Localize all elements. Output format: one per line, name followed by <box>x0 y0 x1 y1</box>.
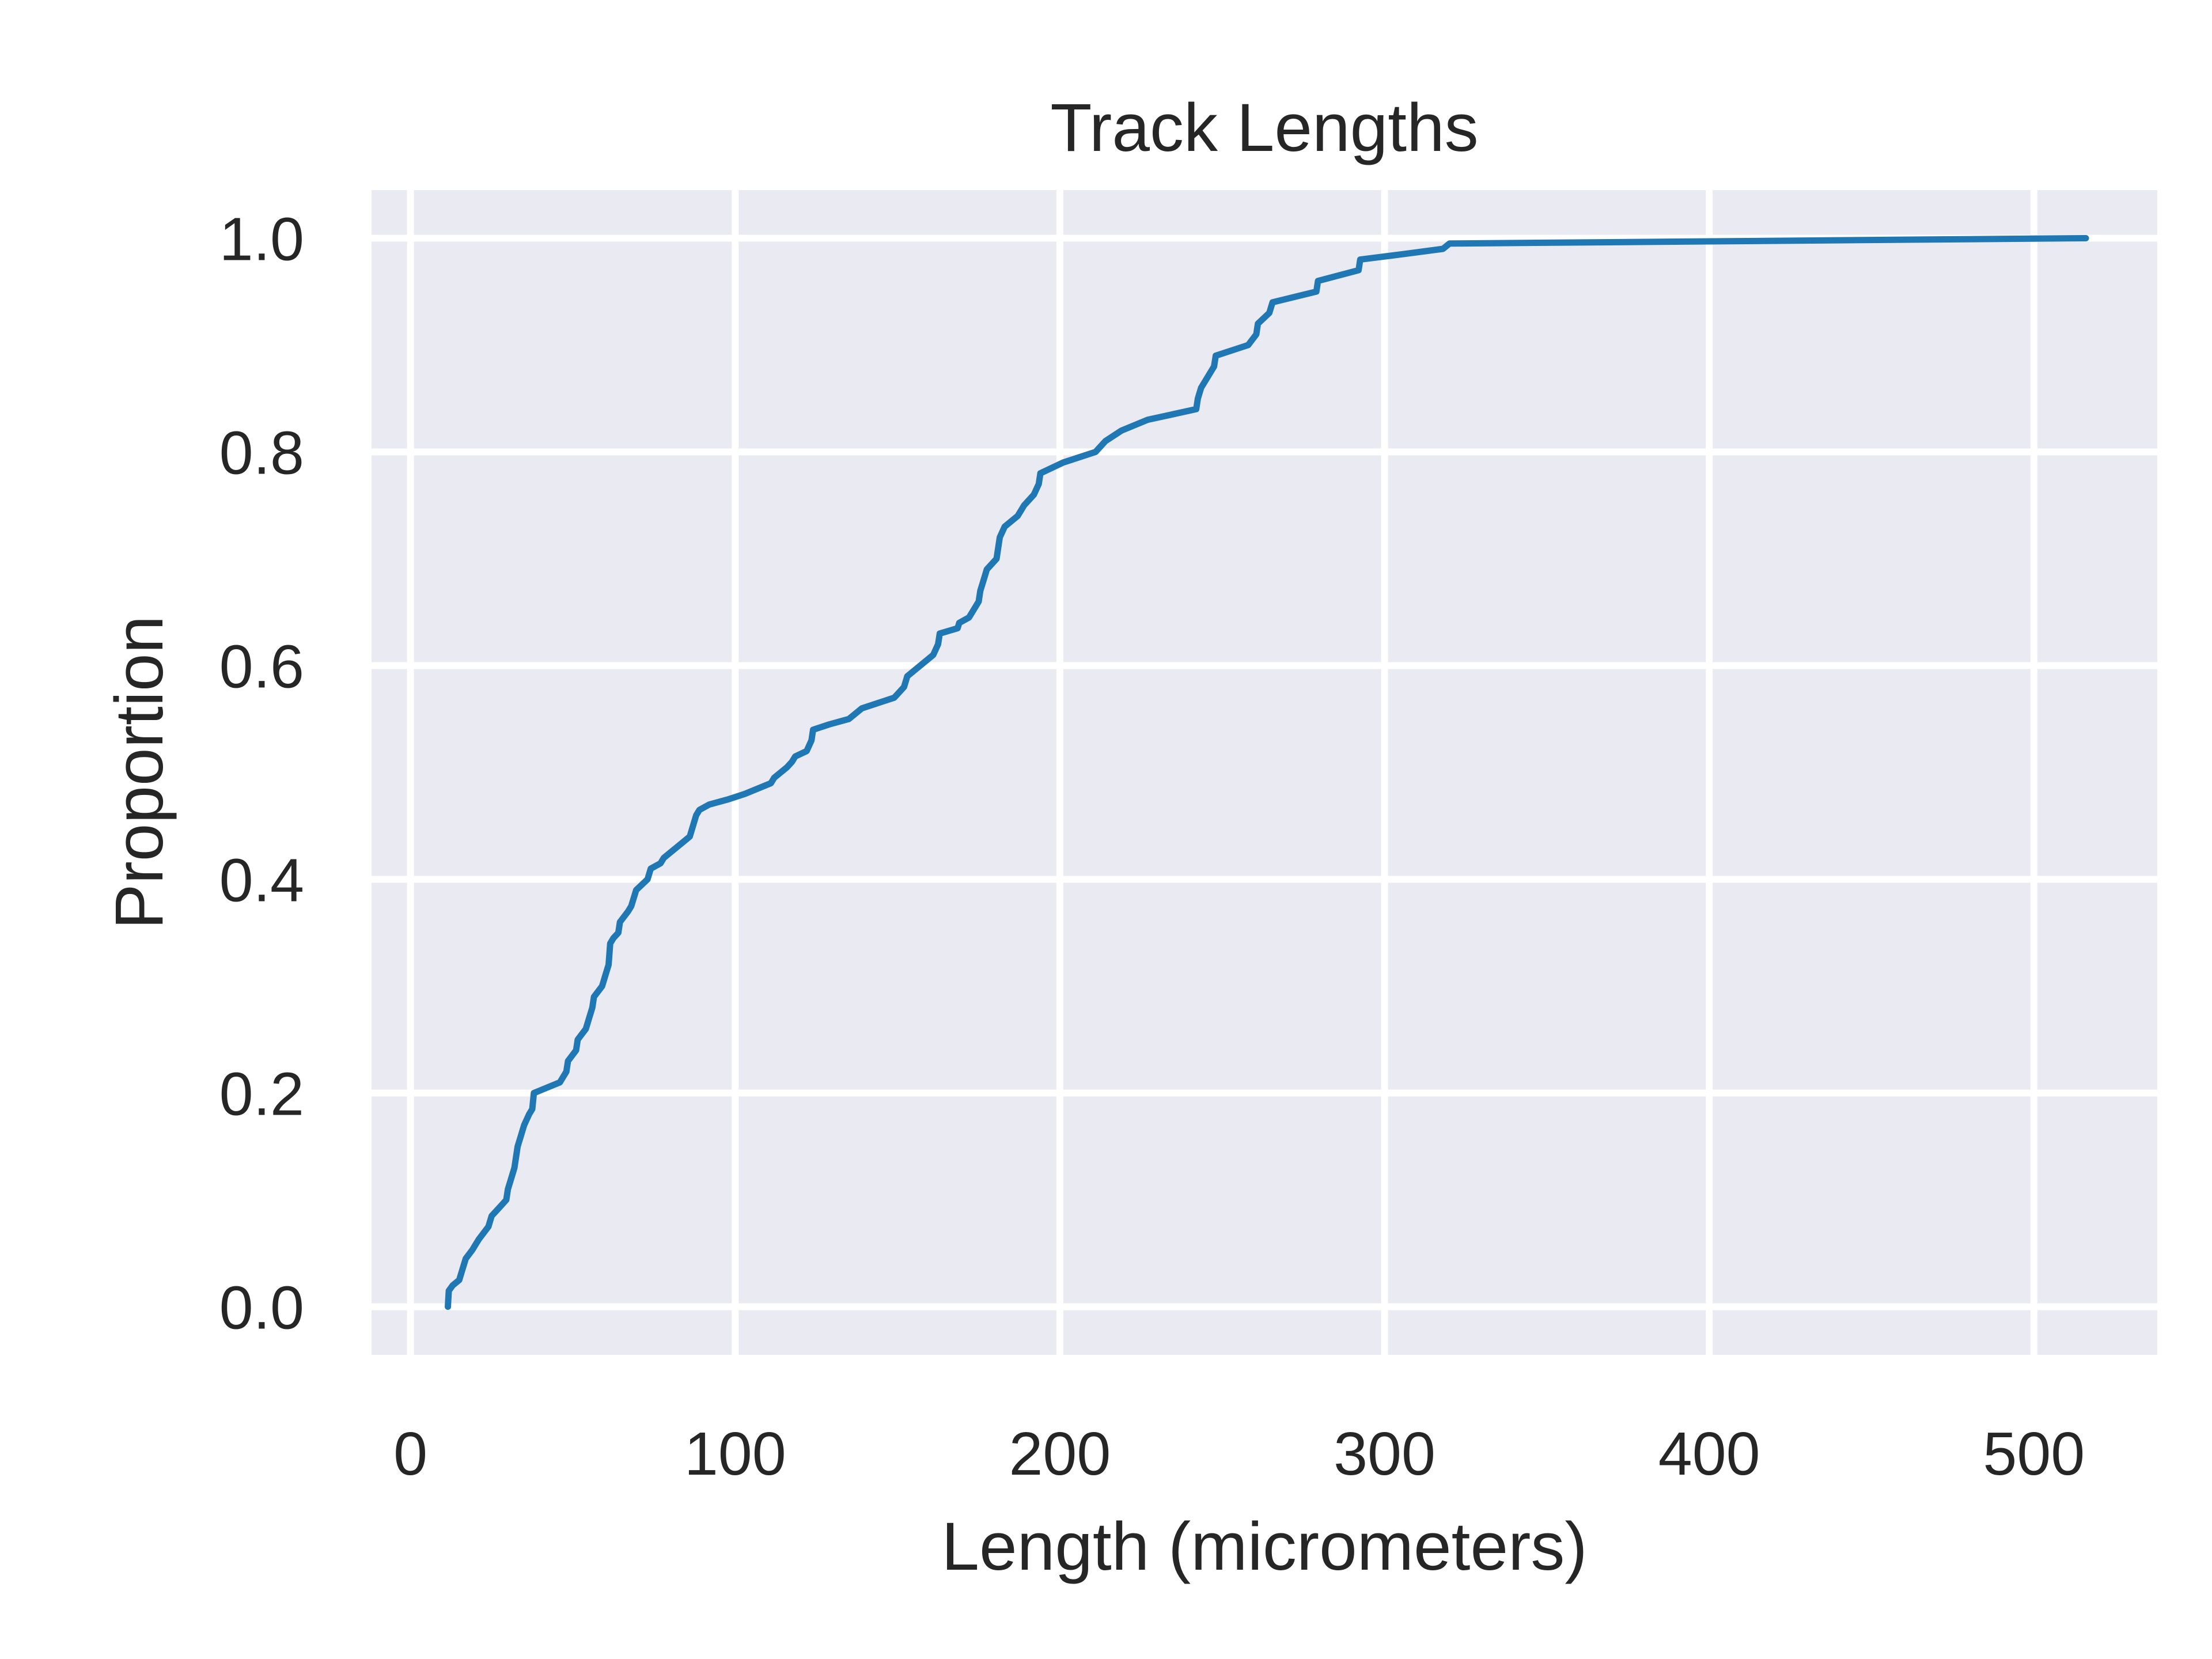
x-tick-label: 0 <box>393 1420 427 1488</box>
series-line <box>445 235 2089 1310</box>
y-tick-label: 0.0 <box>219 1274 304 1342</box>
y-tick-label: 0.2 <box>219 1060 304 1128</box>
y-tick-label: 0.8 <box>219 419 304 487</box>
y-tick-label: 0.6 <box>219 632 304 700</box>
y-tick-label: 1.0 <box>219 205 304 273</box>
plot-background <box>372 190 2157 1355</box>
x-tick-label: 400 <box>1658 1420 1760 1488</box>
x-tick-label: 200 <box>1009 1420 1111 1488</box>
x-gridlines <box>407 190 2037 1355</box>
y-axis-label: Proportion <box>101 616 177 929</box>
x-tick-label: 500 <box>1983 1420 2085 1488</box>
y-tick-labels: 0.0 0.2 0.4 0.6 0.8 1.0 <box>219 205 304 1342</box>
x-tick-labels: 0 100 200 300 400 500 <box>393 1420 2085 1488</box>
x-axis-label: Length (micrometers) <box>941 1509 1587 1585</box>
chart-title: Track Lengths <box>1050 90 1478 166</box>
y-tick-label: 0.4 <box>219 847 304 915</box>
x-tick-label: 100 <box>684 1420 786 1488</box>
x-tick-label: 300 <box>1334 1420 1435 1488</box>
